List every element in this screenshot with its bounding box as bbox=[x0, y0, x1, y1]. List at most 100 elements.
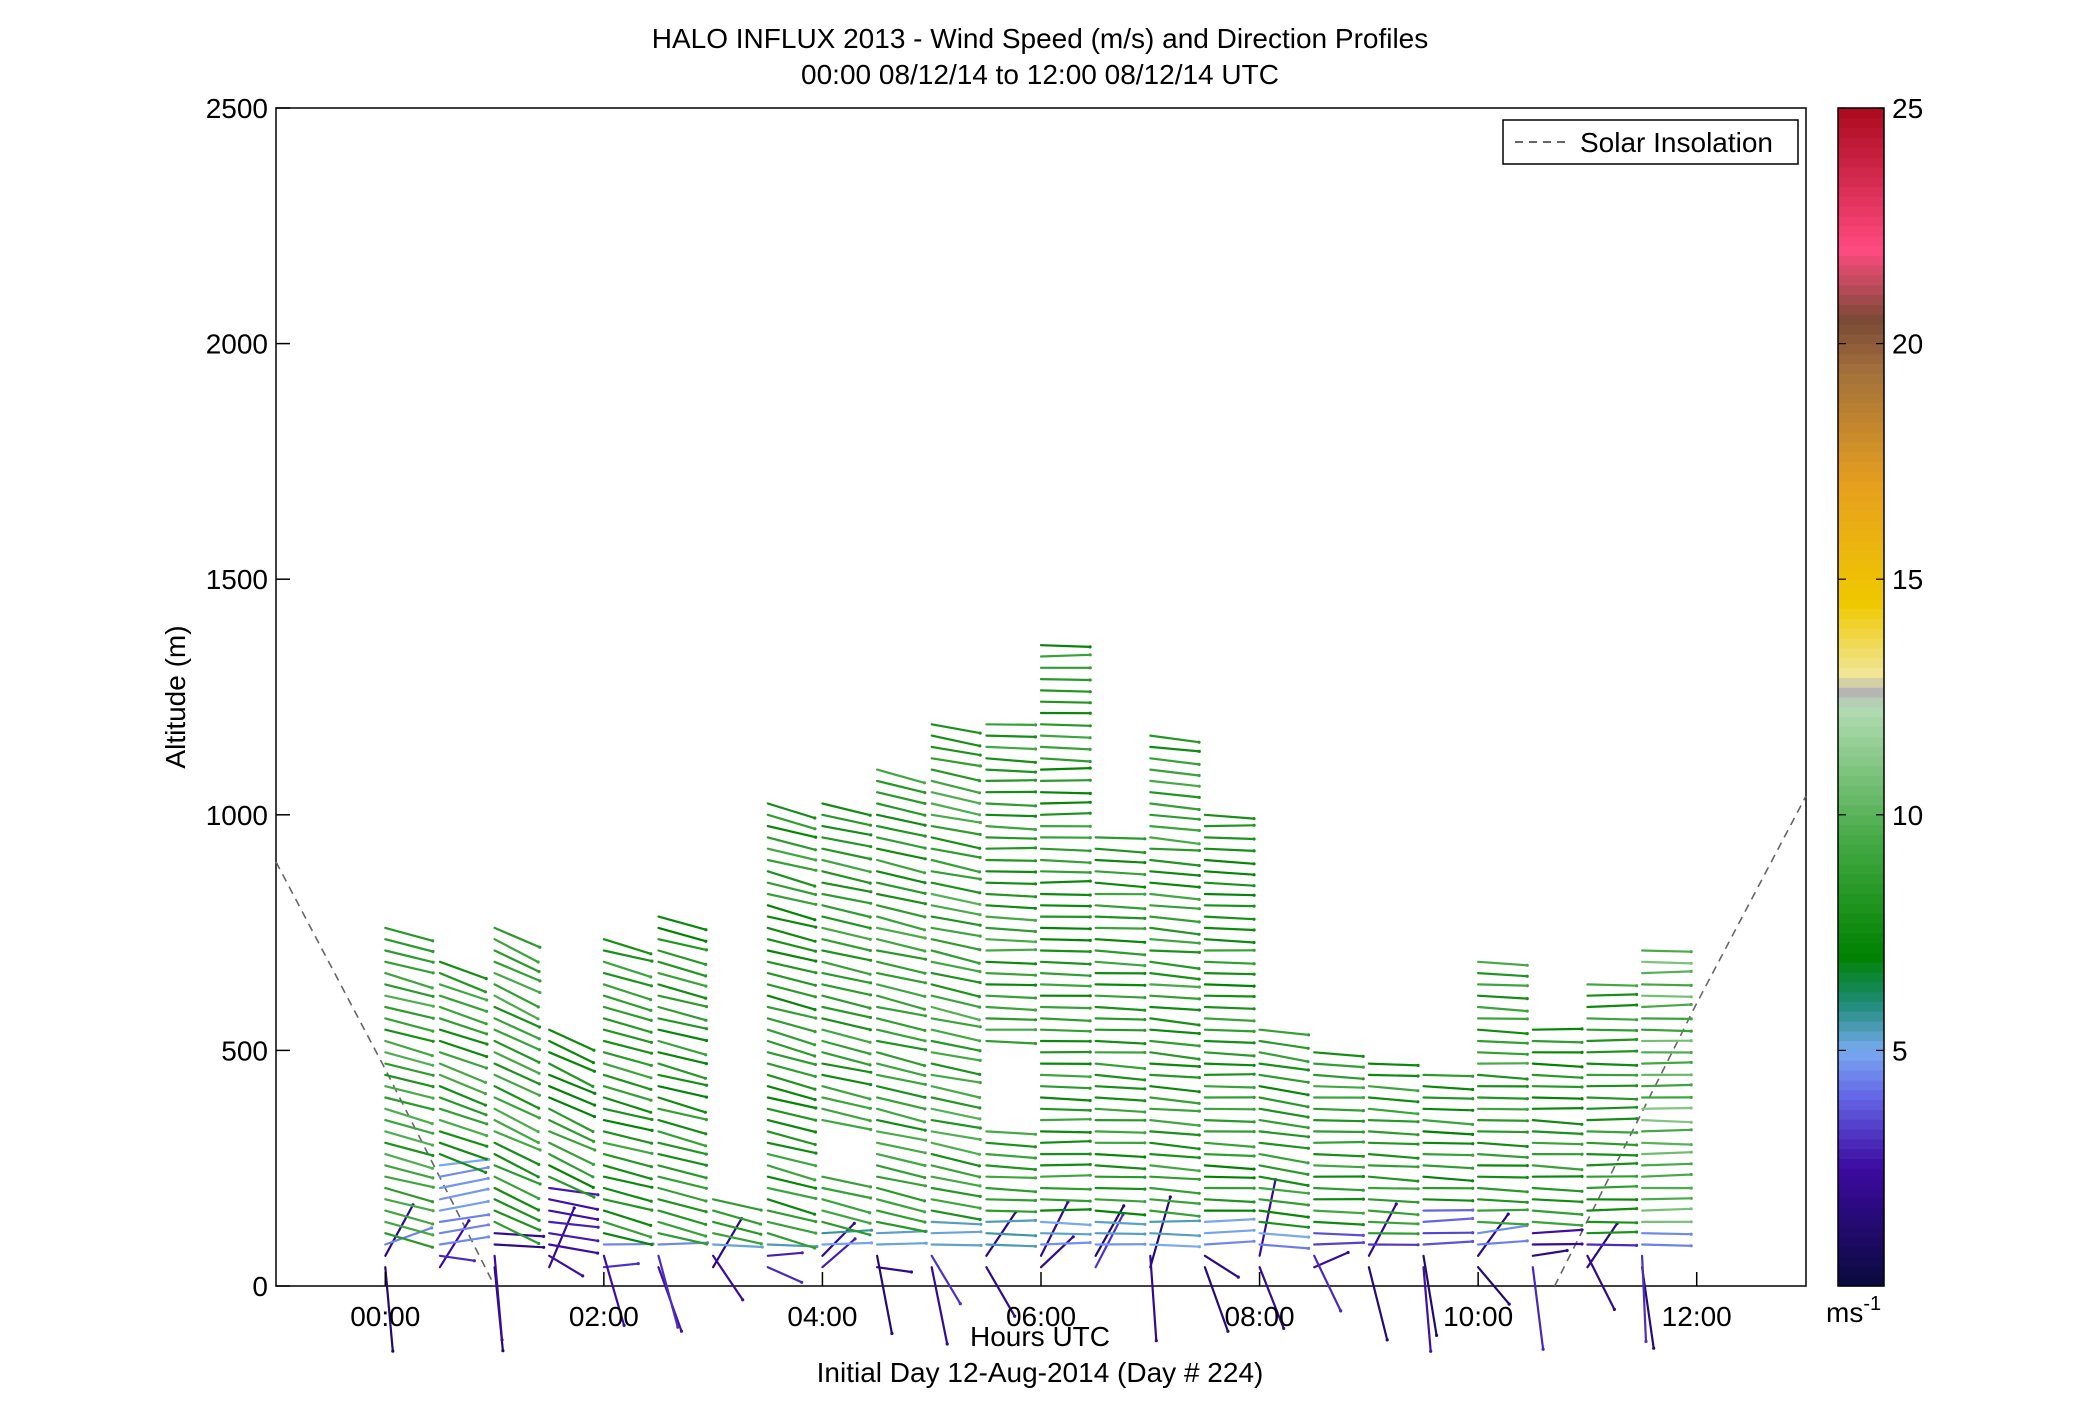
wind-arrow bbox=[1586, 1017, 1638, 1021]
wind-arrow bbox=[1586, 1062, 1638, 1067]
wind-arrow bbox=[1203, 1240, 1256, 1246]
wind-arrow-head bbox=[1635, 1028, 1639, 1033]
wind-arrow bbox=[1094, 881, 1146, 889]
wind-arrow-head bbox=[1252, 1200, 1256, 1204]
colorbar-strip bbox=[1838, 569, 1884, 580]
wind-arrow-head bbox=[1033, 962, 1038, 966]
wind-arrow-head bbox=[813, 918, 817, 922]
wind-arrow bbox=[985, 1186, 1037, 1193]
wind-arrow-head bbox=[1635, 1003, 1639, 1007]
wind-arrow bbox=[1476, 994, 1529, 1000]
wind-arrow bbox=[1586, 1003, 1638, 1009]
wind-arrow-head bbox=[486, 1176, 490, 1180]
wind-arrow-head bbox=[814, 1164, 818, 1168]
wind-arrow bbox=[493, 949, 541, 973]
wind-arrow bbox=[1531, 1228, 1583, 1235]
wind-arrow-head bbox=[1197, 749, 1201, 754]
wind-arrow bbox=[1258, 1028, 1310, 1037]
wind-arrow bbox=[548, 1232, 599, 1242]
wind-arrow bbox=[1094, 938, 1146, 944]
wind-arrow-head bbox=[537, 1048, 542, 1052]
wind-arrow bbox=[821, 949, 872, 962]
wind-arrow bbox=[657, 1141, 708, 1156]
wind-arrow-head bbox=[800, 1251, 804, 1255]
wind-arrow-head bbox=[1143, 1155, 1147, 1159]
wind-arrow bbox=[930, 1118, 982, 1130]
wind-arrow bbox=[1203, 1005, 1256, 1010]
colorbar-strip bbox=[1838, 127, 1884, 139]
wind-arrow-head bbox=[1088, 849, 1092, 853]
wind-arrow bbox=[1149, 949, 1201, 954]
wind-arrow bbox=[1203, 847, 1256, 853]
wind-arrow-head bbox=[1033, 778, 1038, 782]
wind-arrow-head bbox=[1197, 1076, 1201, 1080]
wind-arrow-head bbox=[537, 1162, 541, 1166]
wind-arrow bbox=[1149, 1005, 1201, 1012]
wind-arrow-head bbox=[923, 1039, 927, 1043]
wind-arrow-head bbox=[536, 1130, 540, 1134]
colorbar-strip bbox=[1838, 196, 1884, 207]
wind-arrow bbox=[493, 1062, 541, 1086]
wind-arrow-head bbox=[1088, 800, 1092, 804]
wind-arrow bbox=[438, 1187, 490, 1201]
colorbar-strip bbox=[1838, 1089, 1884, 1101]
wind-arrow-head bbox=[1143, 1028, 1147, 1032]
wind-arrow-head bbox=[978, 832, 982, 837]
wind-arrow bbox=[1313, 1186, 1365, 1192]
wind-arrow bbox=[1422, 1231, 1474, 1235]
wind-arrow bbox=[875, 1085, 927, 1099]
wind-arrow-head bbox=[431, 994, 435, 999]
wind-arrow bbox=[602, 1152, 653, 1168]
wind-arrow bbox=[1258, 1164, 1310, 1176]
wind-arrow-head bbox=[704, 1222, 708, 1226]
wind-arrow-head bbox=[1635, 992, 1639, 997]
wind-arrow-head bbox=[869, 981, 873, 985]
wind-arrow-head bbox=[1252, 823, 1256, 827]
wind-arrow-head bbox=[1143, 1050, 1147, 1055]
wind-arrow bbox=[1640, 970, 1693, 975]
wind-arrow-head bbox=[923, 1210, 927, 1214]
wind-arrow-head bbox=[1197, 1101, 1201, 1105]
wind-arrow bbox=[1476, 1175, 1529, 1179]
wind-arrow bbox=[438, 1200, 490, 1212]
wind-arrow-head bbox=[1252, 1054, 1256, 1058]
wind-arrow-head bbox=[1525, 1200, 1529, 1204]
wind-arrow-head bbox=[923, 1163, 927, 1168]
colorbar-strip bbox=[1838, 186, 1884, 197]
wind-arrow-head bbox=[1252, 1029, 1256, 1033]
wind-arrow bbox=[438, 1130, 488, 1148]
wind-arrow-head bbox=[485, 1055, 489, 1059]
wind-arrow-head bbox=[649, 1051, 654, 1055]
wind-arrow-head bbox=[1635, 1207, 1639, 1211]
colorbar-strip bbox=[1838, 883, 1884, 894]
wind-arrow-head bbox=[536, 1017, 540, 1021]
wind-arrow-head bbox=[813, 1030, 817, 1034]
wind-arrow bbox=[1258, 1152, 1310, 1165]
wind-arrow bbox=[1586, 1096, 1638, 1101]
wind-arrow-head bbox=[977, 870, 982, 874]
colorbar-tick-label: 5 bbox=[1892, 1035, 1908, 1066]
wind-arrow bbox=[1367, 1266, 1389, 1342]
wind-arrow bbox=[602, 1164, 653, 1180]
wind-arrow-head bbox=[704, 1186, 708, 1190]
wind-arrow-head bbox=[1361, 1065, 1365, 1069]
wind-arrow bbox=[1149, 824, 1201, 832]
wind-arrow-head bbox=[978, 891, 982, 895]
wind-arrow bbox=[1422, 1130, 1474, 1136]
colorbar-strip bbox=[1838, 137, 1884, 148]
wind-arrow bbox=[1640, 983, 1693, 987]
wind-arrow bbox=[930, 1254, 962, 1305]
wind-arrow bbox=[930, 1220, 982, 1226]
colorbar-strip bbox=[1838, 1070, 1884, 1081]
wind-arrow bbox=[985, 1243, 1037, 1248]
wind-arrow-head bbox=[679, 1329, 684, 1333]
wind-arrow bbox=[1476, 1073, 1529, 1081]
wind-arrow bbox=[1531, 1073, 1584, 1079]
wind-arrow-head bbox=[1033, 929, 1037, 934]
wind-arrow bbox=[930, 1164, 981, 1179]
wind-arrow bbox=[1039, 689, 1092, 693]
wind-arrow-head bbox=[1143, 837, 1147, 841]
wind-arrow-head bbox=[649, 1030, 653, 1034]
wind-arrow bbox=[1313, 1140, 1365, 1144]
wind-arrow-head bbox=[485, 998, 489, 1002]
